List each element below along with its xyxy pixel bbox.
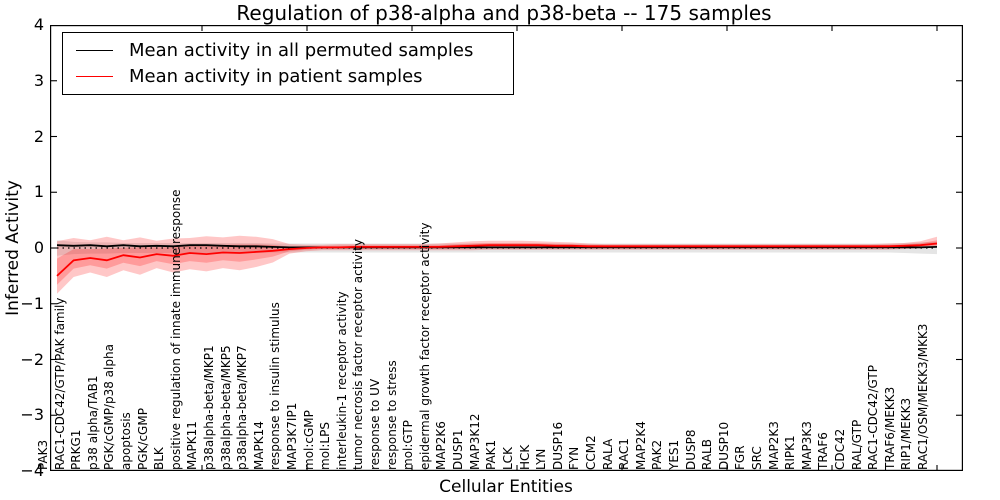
x-tick-label: mol:GTP xyxy=(401,420,416,470)
x-tick-label: PGK/cGMP/p38 alpha xyxy=(102,344,117,470)
x-tick-label: response to insulin stimulus xyxy=(268,302,283,470)
x-tick-label: MAPK11 xyxy=(185,421,200,470)
x-axis-label: Cellular Entities xyxy=(439,477,573,497)
x-tick-label: PAK1 xyxy=(484,439,499,470)
plot-area xyxy=(50,25,963,471)
x-tick-label: mol:LPS xyxy=(318,422,333,470)
x-tick-label: DUSP16 xyxy=(550,421,565,470)
y-tick-label: −2 xyxy=(20,349,44,369)
x-tick-label: RAC1-CDC42/GTP xyxy=(866,365,881,470)
y-tick-label: 1 xyxy=(33,182,44,202)
x-tick-label: MAP3K12 xyxy=(467,413,482,470)
y-tick-label: 2 xyxy=(33,126,44,146)
x-tick-label: mol:cGMP xyxy=(301,410,316,470)
x-tick-label: DUSP8 xyxy=(683,429,698,470)
x-tick-label: BLK xyxy=(152,447,167,470)
x-tick-label: PAK3 xyxy=(36,439,50,470)
x-tick-label: RAC1-CDC42/GTP/PAK family xyxy=(52,297,67,470)
x-tick-label: MAP2K3 xyxy=(766,421,781,470)
line-patient-mean xyxy=(56,242,938,277)
x-tick-label: CCM2 xyxy=(583,435,598,470)
x-tick-label: MAP3K7IP1 xyxy=(285,402,300,470)
legend-line-patient-icon xyxy=(76,76,113,78)
x-tick-label: FGR xyxy=(733,445,748,470)
x-tick-label: MAP2K6 xyxy=(434,421,449,470)
chart-title: Regulation of p38-alpha and p38-beta -- … xyxy=(236,1,772,25)
y-tick-label: 0 xyxy=(33,238,44,257)
x-tick-label: epidermal growth factor receptor activit… xyxy=(417,222,432,470)
x-tick-label: CDC42 xyxy=(832,428,847,470)
x-tick-label: LYN xyxy=(534,448,549,470)
x-tick-label: RAC1/OSM/MEKK3/MKK3 xyxy=(916,323,930,470)
x-tick-label: RIP1/MEKK3 xyxy=(899,397,914,470)
x-tick-label: MAP3K3 xyxy=(799,421,814,470)
legend-line-permuted-icon xyxy=(76,49,113,51)
x-tick-label: RALA xyxy=(600,438,615,470)
x-tick-label: DUSP10 xyxy=(716,421,731,470)
x-tick-label: HCK xyxy=(517,444,532,470)
x-tick-label: LCK xyxy=(500,447,515,470)
x-tick-label: PRKG1 xyxy=(69,429,84,470)
x-tick-label: PGK/cGMP xyxy=(135,408,150,470)
x-tick-label: PAK2 xyxy=(650,439,665,470)
x-tick-label: tumor necrosis factor receptor activity xyxy=(351,239,366,470)
x-tick-label: response to stress xyxy=(384,360,399,470)
y-tick-label: −1 xyxy=(20,293,44,313)
x-tick-label: TRAF6 xyxy=(816,432,831,470)
x-tick-label: interleukin-1 receptor activity xyxy=(334,291,349,470)
x-tick-label: p38alpha-beta/MKP7 xyxy=(235,345,250,470)
legend: Mean activity in all permuted samples Me… xyxy=(62,32,514,95)
x-tick-label: positive regulation of innate immune res… xyxy=(168,189,183,470)
y-tick-label: 3 xyxy=(33,70,44,90)
band-patient-range-inner xyxy=(57,240,937,285)
y-tick-label: −3 xyxy=(20,405,44,425)
x-tick-label: p38 alpha/TAB1 xyxy=(85,375,100,470)
x-tick-label: p38alpha-beta/MKP5 xyxy=(218,345,233,470)
x-tick-label: SRC xyxy=(749,446,764,470)
x-tick-label: MAP2K4 xyxy=(633,421,648,470)
y-tick-label: −4 xyxy=(20,461,44,480)
x-tick-label: RAL/GTP xyxy=(849,419,864,470)
y-tick-label: 4 xyxy=(33,15,44,34)
legend-label-permuted: Mean activity in all permuted samples xyxy=(129,39,474,61)
x-tick-label: p38alpha-beta/MKP1 xyxy=(202,345,217,470)
legend-item-permuted: Mean activity in all permuted samples xyxy=(76,37,513,63)
line-permuted-mean xyxy=(56,244,938,249)
x-tick-label: MAPK14 xyxy=(251,421,266,470)
x-tick-label: RALB xyxy=(700,439,715,470)
x-tick-label: response to UV xyxy=(368,378,383,470)
x-tick-label: RIPK1 xyxy=(783,435,798,470)
legend-item-patient: Mean activity in patient samples xyxy=(76,64,513,90)
x-tick-label: apoptosis xyxy=(119,412,134,470)
x-tick-label: YES1 xyxy=(666,439,681,470)
legend-label-patient: Mean activity in patient samples xyxy=(129,66,423,88)
x-tick-label: DUSP1 xyxy=(451,429,466,470)
x-tick-label: RAC1 xyxy=(617,438,632,470)
x-tick-label: FYN xyxy=(567,446,582,470)
x-tick-label: TRAF6/MEKK3 xyxy=(882,386,897,470)
